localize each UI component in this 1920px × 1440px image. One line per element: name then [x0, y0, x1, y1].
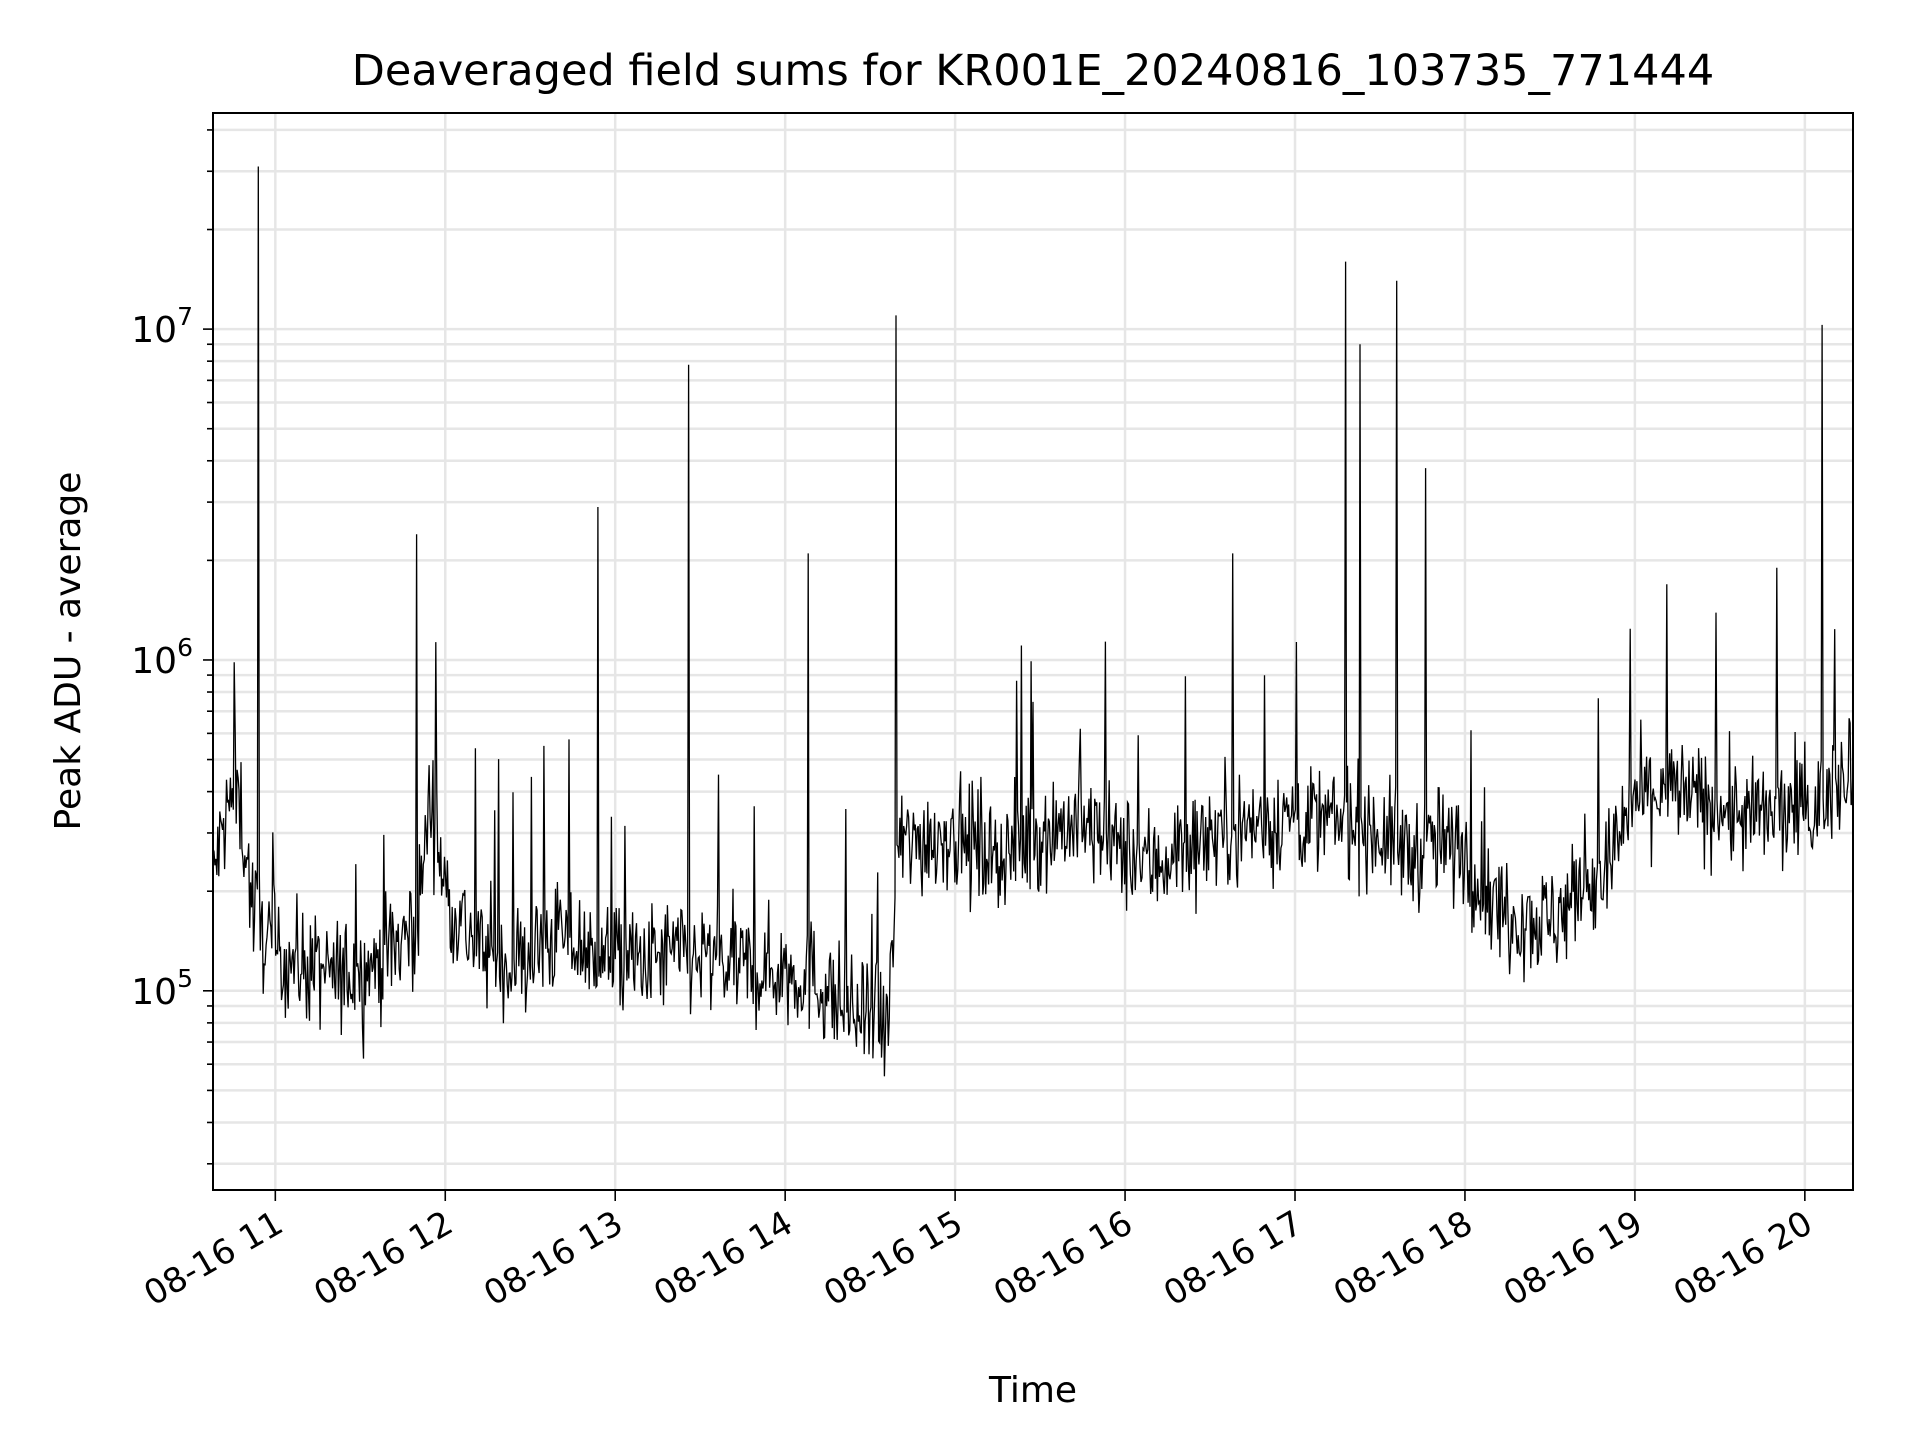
- data-line-layer: [212, 166, 1854, 1077]
- y-axis: 105 106 107: [131, 129, 213, 1165]
- chart-title: Deaveraged field sums for KR001E_2024081…: [352, 46, 1714, 96]
- x-axis-label: Time: [988, 1370, 1077, 1411]
- y-axis-label: Peak ADU - average: [48, 472, 89, 831]
- plot-frame: [212, 112, 1854, 1191]
- y-tick-label: 107: [131, 302, 193, 351]
- y-tick-label: 106: [131, 633, 193, 682]
- y-tick-label: 105: [131, 964, 193, 1013]
- data-series-line: [212, 166, 1854, 1077]
